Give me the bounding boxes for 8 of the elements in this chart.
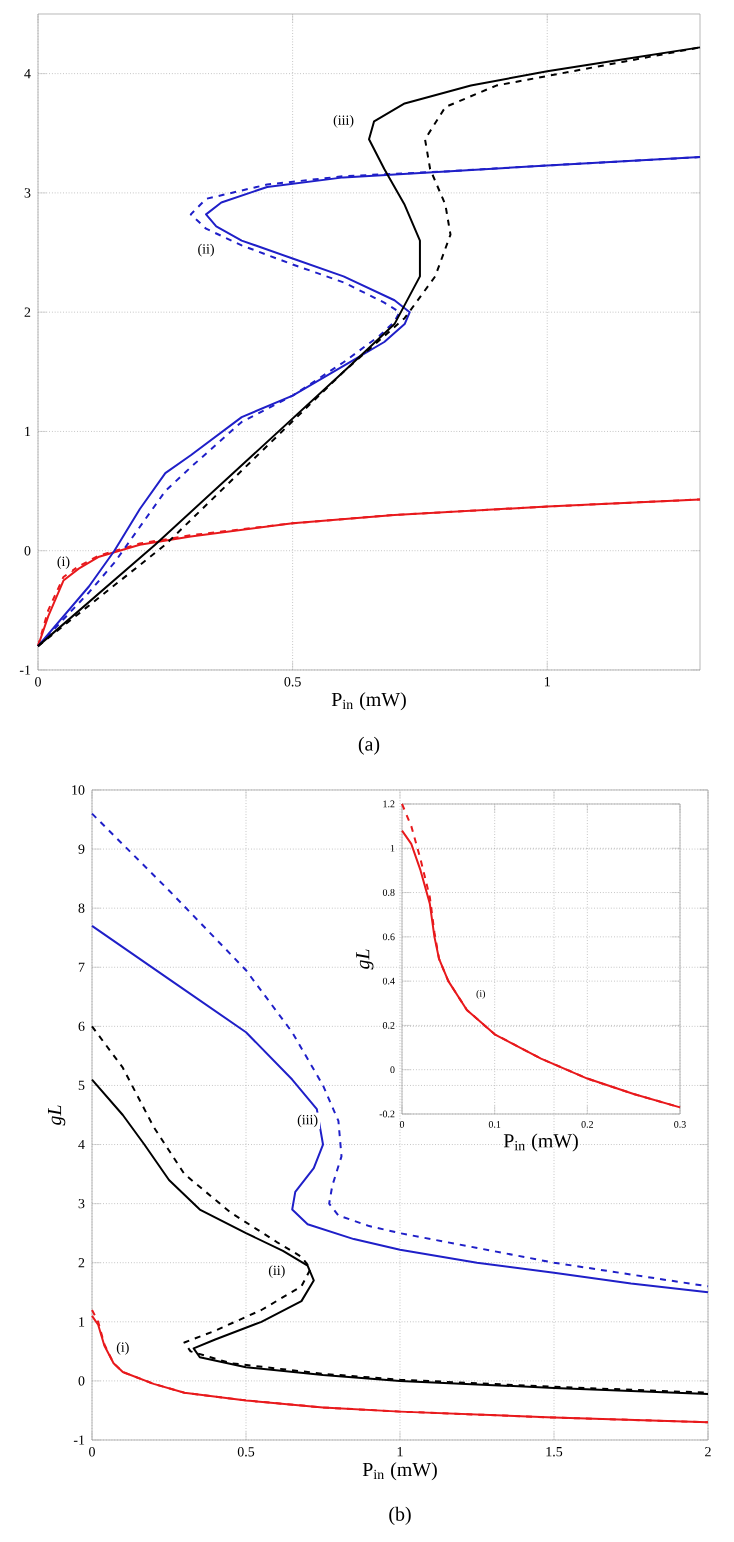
x-axis-title: P$_{in}$ (mW)	[362, 1462, 437, 1481]
y-axis-title: gL	[48, 1105, 66, 1126]
text: (b)	[389, 1506, 411, 1525]
x-axis-title: P$_{in}$ (mW)	[503, 1133, 578, 1152]
x-axis-title: P$_{in}$ (mW)	[331, 692, 406, 711]
line-series	[91, 924, 710, 1294]
text: (a)	[358, 736, 380, 755]
y-axis-title: gL	[356, 949, 374, 970]
